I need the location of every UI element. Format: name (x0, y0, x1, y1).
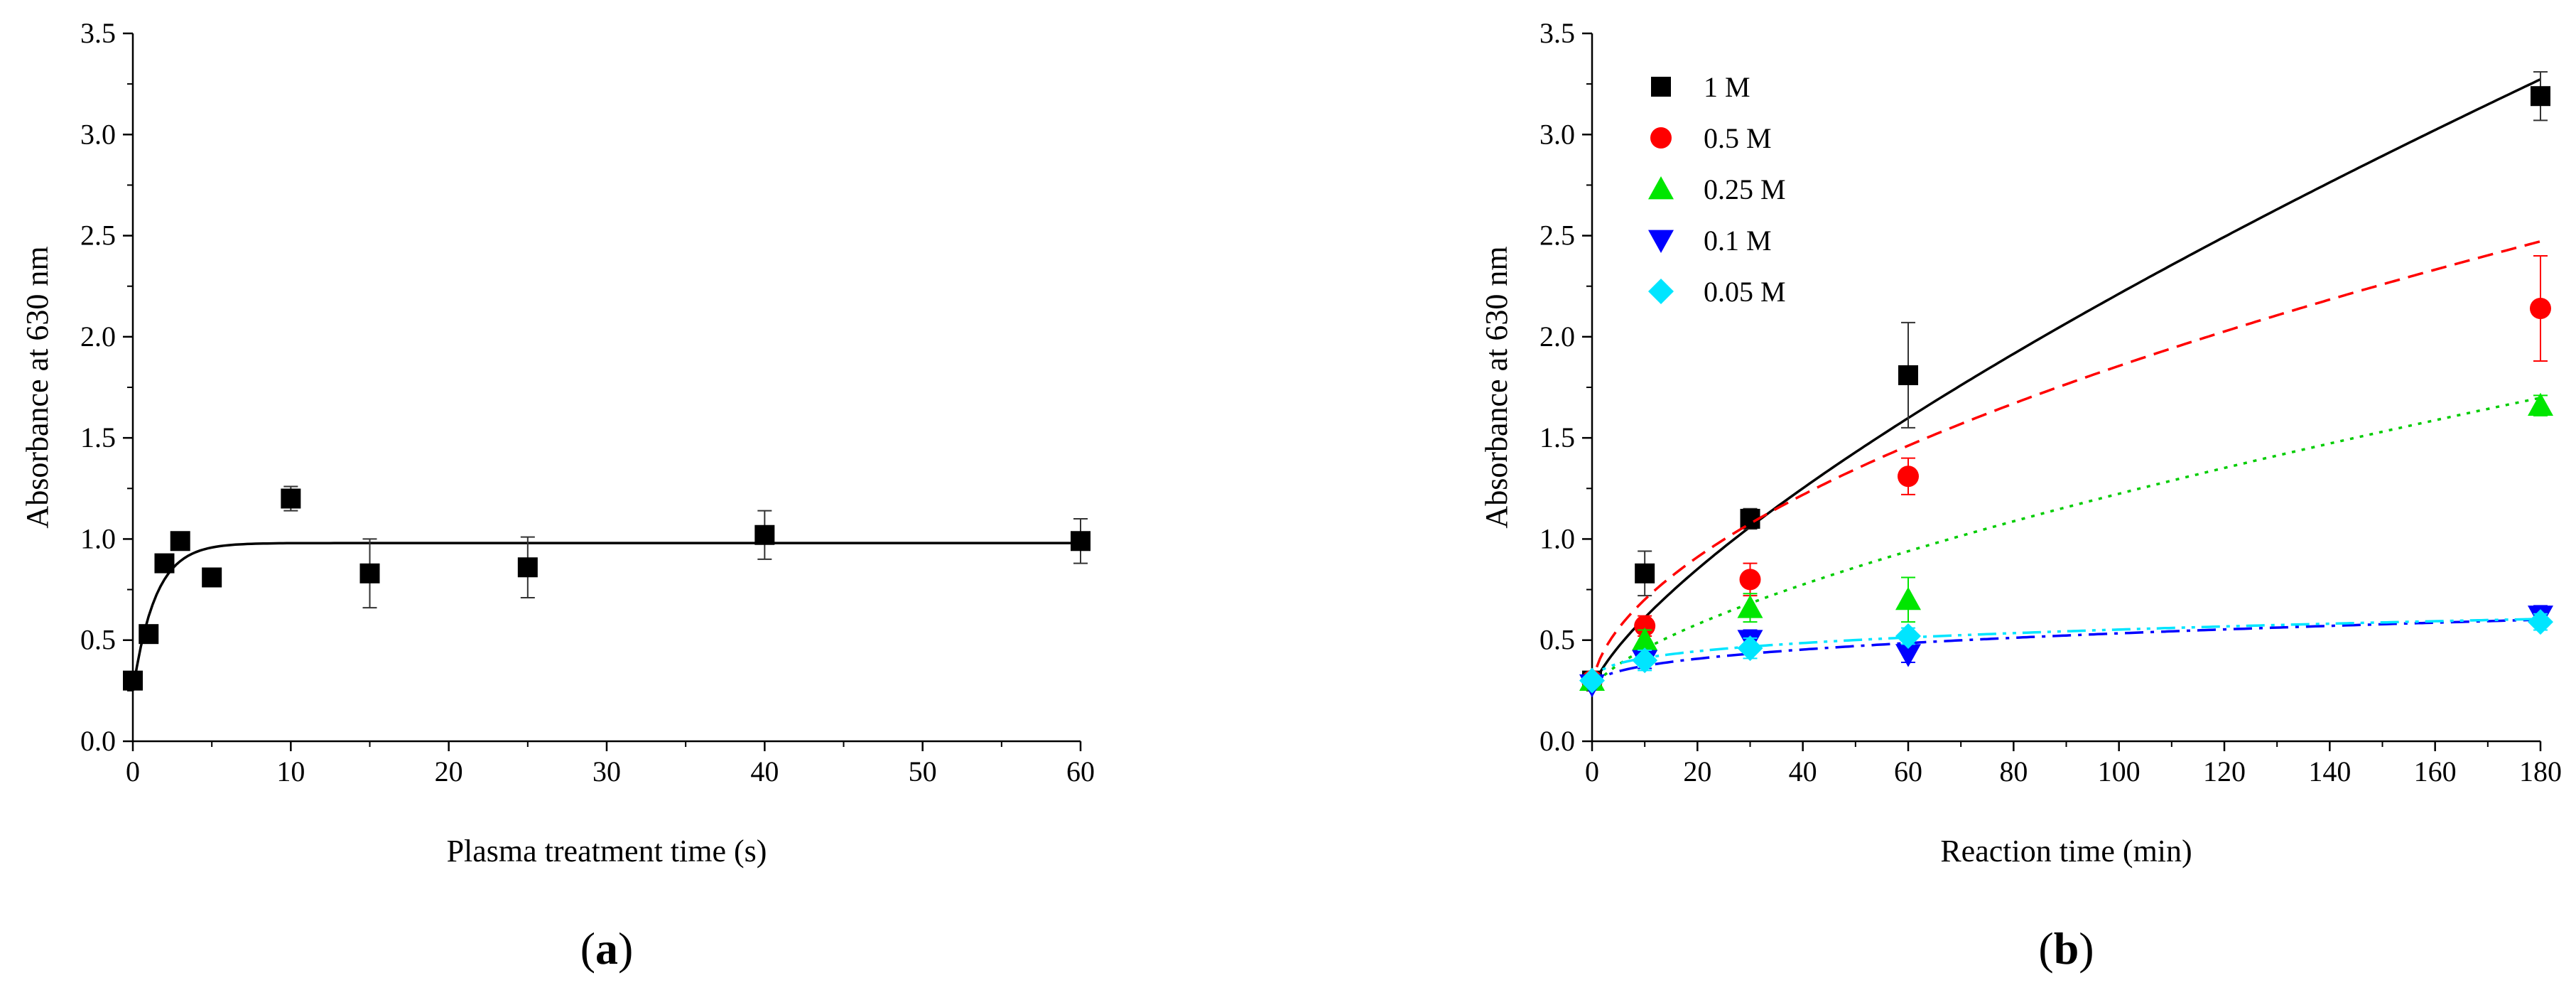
x-tick-label: 20 (435, 755, 463, 787)
data-point (154, 553, 175, 574)
data-point (1648, 176, 1674, 200)
y-tick-label: 0.0 (80, 725, 116, 757)
data-point (1651, 77, 1671, 97)
series-2 (1579, 392, 2553, 692)
series-4 (1579, 609, 2553, 694)
x-tick-label: 180 (2519, 755, 2562, 787)
y-axis-title: Absorbance at 630 nm (20, 246, 55, 528)
data-point (1898, 365, 1918, 385)
data-point (1579, 667, 1605, 694)
legend-label: 0.25 M (1704, 173, 1786, 205)
x-axis-title: Plasma treatment time (s) (447, 834, 767, 868)
data-point (1632, 647, 1658, 674)
y-tick-label: 1.0 (1539, 522, 1575, 554)
x-tick-label: 60 (1894, 755, 1922, 787)
fit-curve (1591, 618, 2541, 692)
data-point (2528, 609, 2553, 635)
y-tick-label: 0.5 (1539, 624, 1575, 656)
x-axis-title: Reaction time (min) (1940, 834, 2192, 868)
panel-b: 0 20 40 60 80 100 120 140 160 180 0.0 0.5 1.0 1.5 2.0 2… (1479, 17, 2562, 974)
y-tick-label: 2.0 (1539, 321, 1575, 353)
data-point (359, 563, 380, 583)
data-point (1895, 623, 1921, 650)
y-tick-label: 1.0 (80, 522, 116, 554)
y-tick-label: 3.5 (1539, 17, 1575, 49)
data-point (170, 531, 190, 552)
x-tick-label: 80 (1999, 755, 2028, 787)
x-tick-label: 20 (1683, 755, 1711, 787)
legend: 1 M 0.5 M 0.25 M 0.1 M 0.05 M (1648, 71, 1786, 308)
fit-curve (1591, 618, 2541, 692)
fit-curve (131, 542, 1081, 692)
y-tick-label: 3.0 (80, 118, 116, 150)
data-point (2531, 86, 2550, 107)
data-point (1898, 466, 1919, 488)
data-point (517, 557, 538, 578)
data-point (1071, 531, 1091, 552)
fit-curve (1591, 397, 2541, 692)
panel-a: 0 10 20 30 40 50 60 0.0 0.5 1.0 1.5 2.0 2.5 3.0 3.5 Pla… (20, 17, 1095, 974)
x-tick-label: 100 (2098, 755, 2141, 787)
legend-label: 0.05 M (1704, 276, 1786, 308)
data-point (1895, 644, 1921, 667)
data-point (1737, 595, 1763, 618)
data-point (1634, 615, 1656, 637)
data-point (1895, 586, 1921, 610)
x-tick-label: 10 (276, 755, 305, 787)
y-tick-label: 0.0 (1539, 725, 1575, 757)
data-point (1635, 563, 1655, 583)
data-point (1648, 230, 1674, 253)
series-3 (1579, 605, 2553, 698)
x-tick-label: 40 (750, 755, 779, 787)
series-0 (123, 485, 1091, 692)
y-tick-label: 1.5 (80, 421, 116, 453)
panel-label-paren: ( (2038, 923, 2053, 974)
x-tick-label: 0 (1585, 755, 1599, 787)
data-point (1739, 569, 1761, 591)
data-point (1648, 279, 1674, 304)
panel-label-paren: ) (2079, 923, 2094, 974)
x-tick-label: 0 (126, 755, 140, 787)
x-tick-label: 120 (2203, 755, 2246, 787)
data-point (139, 624, 159, 645)
data-point (2528, 392, 2553, 416)
y-tick-label: 2.5 (1539, 220, 1575, 252)
fit-curve (1591, 240, 2541, 692)
panel-label-paren: ( (580, 923, 595, 974)
data-point (754, 524, 775, 545)
y-tick-label: 2.5 (80, 220, 116, 252)
y-tick-label: 3.0 (1539, 118, 1575, 150)
data-point (281, 488, 301, 509)
x-tick-label: 50 (909, 755, 937, 787)
legend-label: 0.1 M (1704, 225, 1772, 257)
panel-label-letter: b (2054, 923, 2079, 974)
x-tick-label: 140 (2308, 755, 2351, 787)
data-point (202, 567, 222, 588)
panel-label-paren: ) (618, 923, 633, 974)
legend-label: 0.5 M (1704, 122, 1772, 154)
data-point (2530, 298, 2551, 320)
series-0 (1582, 71, 2550, 692)
y-tick-label: 1.5 (1539, 421, 1575, 453)
data-point (1632, 627, 1658, 651)
x-tick-label: 60 (1066, 755, 1095, 787)
y-tick-label: 2.0 (80, 321, 116, 353)
y-axis-title: Absorbance at 630 nm (1479, 246, 1514, 528)
y-tick-label: 3.5 (80, 17, 116, 49)
data-point (123, 670, 143, 691)
legend-label: 1 M (1704, 71, 1750, 103)
x-tick-label: 40 (1789, 755, 1817, 787)
y-tick-label: 0.5 (80, 624, 116, 656)
data-point (1650, 127, 1672, 149)
data-point (1737, 635, 1763, 662)
x-tick-label: 30 (592, 755, 621, 787)
panel-label: (b) (2038, 923, 2094, 974)
panel-label: (a) (580, 923, 634, 974)
panel-label-letter: a (595, 923, 618, 974)
x-tick-label: 160 (2414, 755, 2457, 787)
